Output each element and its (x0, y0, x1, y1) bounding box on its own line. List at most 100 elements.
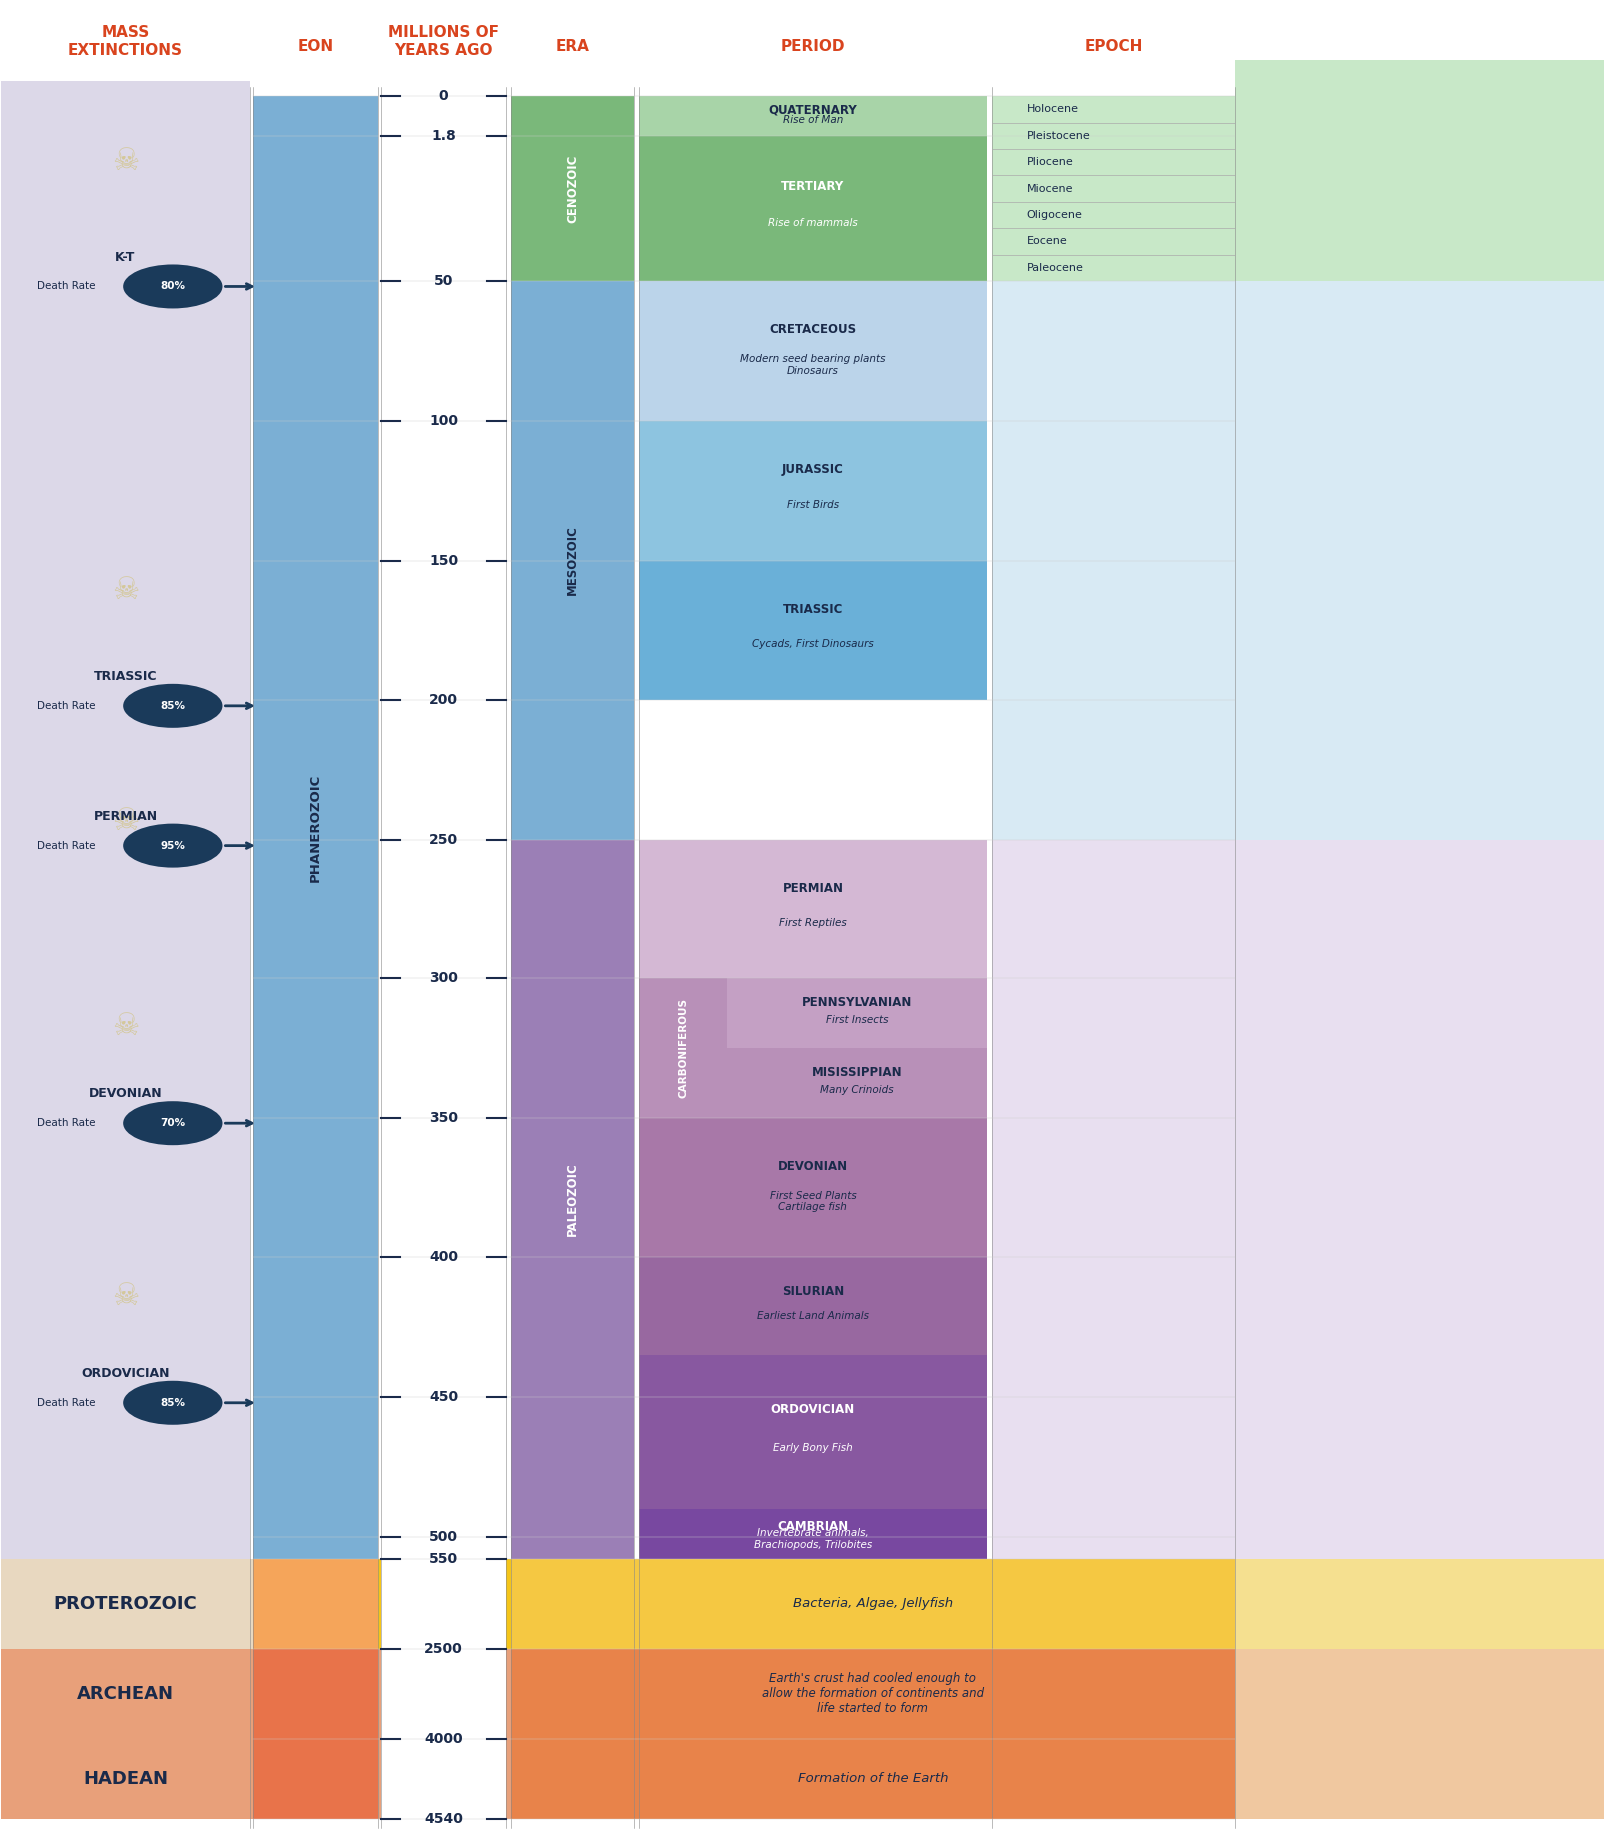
Text: ☠: ☠ (112, 577, 140, 604)
FancyBboxPatch shape (510, 281, 634, 841)
Text: PERIOD: PERIOD (780, 39, 846, 53)
Text: Eocene: Eocene (1027, 237, 1067, 246)
FancyBboxPatch shape (254, 1649, 377, 1739)
Text: CARBONIFEROUS: CARBONIFEROUS (679, 997, 689, 1098)
FancyBboxPatch shape (1236, 95, 1603, 281)
FancyBboxPatch shape (254, 1739, 377, 1819)
Text: PHANEROZOIC: PHANEROZOIC (308, 773, 323, 881)
Text: 70%: 70% (160, 1118, 186, 1127)
Text: Miocene: Miocene (1027, 184, 1074, 193)
Text: CAMBRIAN: CAMBRIAN (777, 1520, 849, 1533)
Text: MISISSIPPIAN: MISISSIPPIAN (812, 1065, 902, 1080)
Text: TRIASSIC: TRIASSIC (93, 670, 157, 683)
Text: PALEOZOIC: PALEOZOIC (567, 1162, 579, 1236)
Text: 350: 350 (429, 1111, 457, 1125)
Text: 150: 150 (429, 553, 457, 567)
FancyBboxPatch shape (510, 841, 634, 1559)
FancyBboxPatch shape (510, 1559, 1236, 1649)
Text: Pleistocene: Pleistocene (1027, 130, 1090, 141)
Text: 250: 250 (429, 834, 457, 846)
Text: Paleocene: Paleocene (1027, 263, 1083, 274)
Text: HADEAN: HADEAN (83, 1770, 169, 1788)
Text: 95%: 95% (160, 841, 185, 850)
Ellipse shape (124, 1381, 223, 1425)
FancyBboxPatch shape (254, 1559, 377, 1649)
Text: Invertebrate animals,
Brachiopods, Trilobites: Invertebrate animals, Brachiopods, Trilo… (754, 1528, 872, 1550)
FancyBboxPatch shape (1236, 1649, 1603, 1739)
Text: Death Rate: Death Rate (37, 281, 95, 292)
FancyBboxPatch shape (510, 1739, 634, 1819)
Text: Early Bony Fish: Early Bony Fish (774, 1443, 852, 1452)
FancyBboxPatch shape (380, 95, 506, 1819)
FancyBboxPatch shape (254, 95, 377, 1559)
Text: ERA: ERA (555, 39, 589, 53)
Text: EPOCH: EPOCH (1083, 39, 1143, 53)
Text: 100: 100 (429, 413, 457, 428)
FancyBboxPatch shape (254, 1559, 377, 1649)
Text: 300: 300 (429, 971, 457, 984)
FancyBboxPatch shape (639, 95, 987, 136)
Text: QUATERNARY: QUATERNARY (769, 103, 857, 118)
Text: Bacteria, Algae, Jellyfish: Bacteria, Algae, Jellyfish (793, 1597, 953, 1610)
FancyBboxPatch shape (510, 1649, 634, 1739)
FancyBboxPatch shape (639, 979, 727, 1118)
FancyBboxPatch shape (380, 1739, 506, 1819)
Text: Many Crinoids: Many Crinoids (820, 1085, 894, 1094)
Text: PERMIAN: PERMIAN (782, 881, 843, 894)
FancyBboxPatch shape (992, 281, 1236, 841)
FancyBboxPatch shape (992, 95, 1236, 281)
Text: DEVONIAN: DEVONIAN (778, 1160, 847, 1173)
FancyBboxPatch shape (510, 1559, 634, 1649)
Text: 85%: 85% (160, 1397, 185, 1408)
FancyBboxPatch shape (254, 1739, 377, 1819)
FancyBboxPatch shape (510, 1739, 1236, 1819)
FancyBboxPatch shape (2, 1649, 1603, 1739)
FancyBboxPatch shape (639, 1509, 987, 1559)
FancyBboxPatch shape (380, 1649, 506, 1739)
Text: 450: 450 (429, 1390, 457, 1405)
Text: 85%: 85% (160, 701, 185, 711)
Text: CRETACEOUS: CRETACEOUS (769, 323, 857, 336)
FancyBboxPatch shape (639, 1258, 987, 1355)
Text: Holocene: Holocene (1027, 105, 1079, 114)
FancyBboxPatch shape (2, 1739, 254, 1819)
Text: MESOZOIC: MESOZOIC (567, 525, 579, 595)
FancyBboxPatch shape (2, 1559, 1603, 1649)
Text: ☠: ☠ (112, 1012, 140, 1041)
Text: ARCHEAN: ARCHEAN (77, 1685, 173, 1702)
Text: 4540: 4540 (424, 1812, 462, 1825)
FancyBboxPatch shape (1236, 841, 1603, 1559)
Text: MASS
EXTINCTIONS: MASS EXTINCTIONS (67, 26, 183, 57)
Text: 80%: 80% (160, 281, 185, 292)
Text: EON: EON (297, 39, 334, 53)
Text: Formation of the Earth: Formation of the Earth (798, 1772, 949, 1785)
FancyBboxPatch shape (2, 1649, 254, 1739)
Text: ORDOVICIAN: ORDOVICIAN (82, 1368, 170, 1381)
FancyBboxPatch shape (639, 560, 987, 700)
FancyBboxPatch shape (639, 136, 987, 281)
Text: Death Rate: Death Rate (37, 841, 95, 850)
Ellipse shape (124, 264, 223, 308)
Text: PERMIAN: PERMIAN (93, 810, 157, 823)
Text: 4000: 4000 (424, 1731, 462, 1746)
Text: 500: 500 (429, 1529, 457, 1544)
FancyBboxPatch shape (2, 1559, 254, 1649)
Text: ORDOVICIAN: ORDOVICIAN (770, 1403, 855, 1416)
Text: Death Rate: Death Rate (37, 1397, 95, 1408)
Text: 550: 550 (429, 1551, 457, 1566)
Text: SILURIAN: SILURIAN (782, 1285, 844, 1298)
FancyBboxPatch shape (1236, 59, 1603, 95)
FancyBboxPatch shape (1236, 281, 1603, 841)
Text: 400: 400 (429, 1250, 457, 1265)
FancyBboxPatch shape (1236, 1739, 1603, 1819)
FancyBboxPatch shape (639, 281, 987, 420)
FancyBboxPatch shape (992, 841, 1236, 1559)
Text: ☠: ☠ (112, 1282, 140, 1311)
Text: K-T: K-T (116, 252, 136, 264)
Text: Death Rate: Death Rate (37, 701, 95, 711)
Text: Cycads, First Dinosaurs: Cycads, First Dinosaurs (753, 639, 873, 650)
Text: Rise of Man: Rise of Man (783, 116, 843, 125)
Text: Rise of mammals: Rise of mammals (769, 218, 857, 228)
FancyBboxPatch shape (639, 1118, 987, 1258)
Text: TERTIARY: TERTIARY (782, 180, 844, 193)
